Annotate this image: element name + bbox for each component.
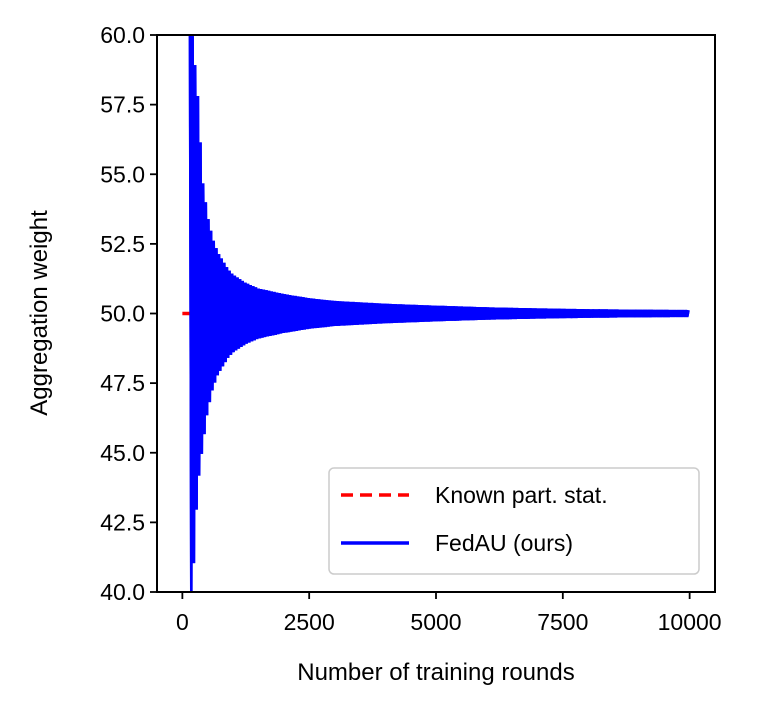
y-axis-ticks: 40.0 42.5 45.0 47.5 50.0 52.5 55.0 57.5 60.0 xyxy=(100,22,157,605)
y-tick-label: 57.5 xyxy=(100,92,145,118)
x-tick-label: 0 xyxy=(176,609,189,635)
series-line-fedau-overlay xyxy=(188,35,690,592)
y-tick-label: 45.0 xyxy=(100,440,145,466)
y-tick-label: 52.5 xyxy=(100,231,145,257)
y-tick-label: 55.0 xyxy=(100,161,145,187)
x-tick-label: 7500 xyxy=(537,609,588,635)
legend-label-known-part-stat: Known part. stat. xyxy=(435,482,608,508)
y-tick-label: 47.5 xyxy=(100,370,145,396)
y-tick-label: 60.0 xyxy=(100,22,145,48)
x-axis-label: Number of training rounds xyxy=(297,659,574,686)
y-tick-label: 50.0 xyxy=(100,301,145,327)
legend-box xyxy=(328,467,700,575)
x-tick-label: 10000 xyxy=(658,609,722,635)
y-tick-label: 42.5 xyxy=(100,509,145,535)
legend-label-fedau: FedAU (ours) xyxy=(435,530,573,556)
series-layer xyxy=(182,35,690,592)
x-tick-label: 5000 xyxy=(410,609,461,635)
y-axis-label: Aggregation weight xyxy=(26,210,53,416)
x-axis-ticks: 0 2500 5000 7500 10000 xyxy=(176,592,722,635)
x-tick-label: 2500 xyxy=(284,609,335,635)
legend: Known part. stat. FedAU (ours) xyxy=(328,467,700,575)
y-tick-label: 40.0 xyxy=(100,579,145,605)
